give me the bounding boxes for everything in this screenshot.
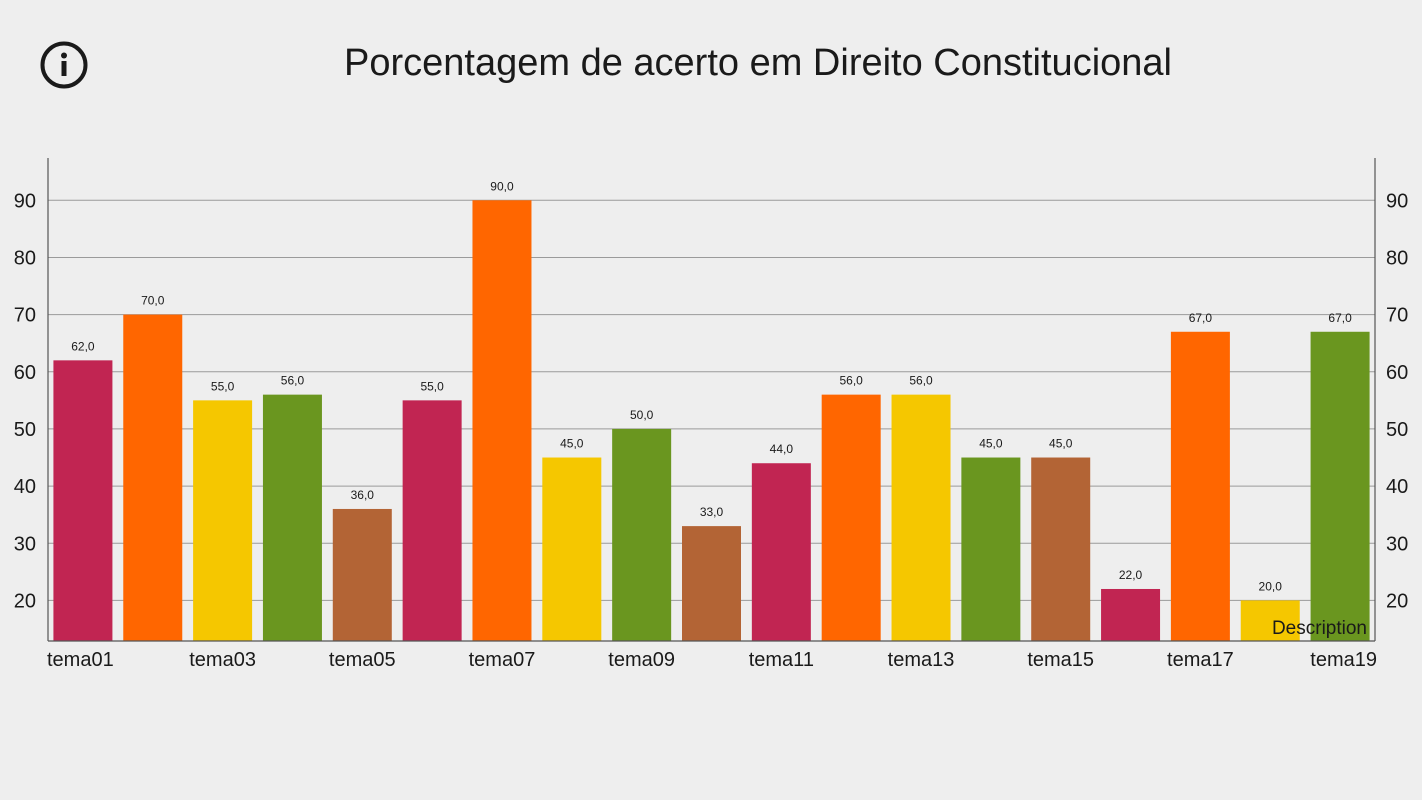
labels: 20 20 30 30 40 40 50 50 60 60 70 70 80 80 90 90 62,0 70,0… <box>14 179 1409 671</box>
value-label-tema04: 56,0 <box>281 374 305 388</box>
bar-tema13 <box>891 394 951 641</box>
bar-tema03 <box>193 400 253 641</box>
y-tick-label-left: 70 <box>14 305 36 327</box>
value-label-tema10: 33,0 <box>700 505 724 519</box>
bar-tema18 <box>1240 600 1300 641</box>
y-tick-label-right: 20 <box>1386 590 1408 612</box>
y-tick-label-right: 40 <box>1386 476 1408 498</box>
value-label-tema06: 55,0 <box>420 379 444 393</box>
y-tick-label-left: 40 <box>14 476 36 498</box>
value-label-tema17: 67,0 <box>1189 311 1213 325</box>
bar-tema11 <box>751 463 811 641</box>
y-tick-label-right: 50 <box>1386 419 1408 441</box>
bar-tema09 <box>612 428 672 641</box>
bar-tema05 <box>332 508 392 641</box>
bars <box>53 200 1370 641</box>
y-tick-label-right: 80 <box>1386 247 1408 269</box>
bar-tema19 <box>1310 331 1370 641</box>
bar-tema01 <box>53 360 113 641</box>
chart-title: Porcentagem de acerto em Direito Constit… <box>344 42 1172 84</box>
value-label-tema11: 44,0 <box>770 442 794 456</box>
value-label-tema12: 56,0 <box>840 374 864 388</box>
x-tick-label-tema15: tema15 <box>1027 649 1094 671</box>
bar-tema08 <box>542 457 602 641</box>
y-tick-label-left: 20 <box>14 590 36 612</box>
x-tick-label-tema13: tema13 <box>888 649 955 671</box>
y-tick-label-left: 50 <box>14 419 36 441</box>
bar-tema07 <box>472 200 532 641</box>
y-tick-label-right: 60 <box>1386 362 1408 384</box>
bar-tema02 <box>123 314 183 641</box>
value-label-tema19: 67,0 <box>1328 311 1352 325</box>
y-tick-label-left: 80 <box>14 247 36 269</box>
axes <box>47 158 1376 642</box>
y-tick-label-right: 90 <box>1386 190 1408 212</box>
bar-tema16 <box>1101 588 1161 641</box>
bar-tema15 <box>1031 457 1091 641</box>
y-tick-label-left: 30 <box>14 533 36 555</box>
bar-tema17 <box>1170 331 1230 641</box>
x-tick-label-tema07: tema07 <box>469 649 536 671</box>
value-label-tema18: 20,0 <box>1259 579 1283 593</box>
x-tick-label-tema05: tema05 <box>329 649 396 671</box>
x-tick-label-tema11: tema11 <box>749 649 814 671</box>
info-circle-icon <box>40 41 88 89</box>
value-label-tema02: 70,0 <box>141 294 165 308</box>
value-label-tema08: 45,0 <box>560 437 584 451</box>
x-tick-label-tema09: tema09 <box>608 649 675 671</box>
y-tick-label-right: 70 <box>1386 305 1408 327</box>
x-tick-label-tema01: tema01 <box>47 649 114 671</box>
value-label-tema16: 22,0 <box>1119 568 1143 582</box>
value-label-tema03: 55,0 <box>211 379 235 393</box>
bar-tema04 <box>262 394 322 641</box>
x-tick-label-tema19: tema19 <box>1310 649 1377 671</box>
info-button[interactable] <box>38 39 90 91</box>
y-tick-label-left: 90 <box>14 190 36 212</box>
bar-tema10 <box>682 526 741 641</box>
value-label-tema13: 56,0 <box>909 374 933 388</box>
bar-tema14 <box>961 457 1021 641</box>
chart-description: Description <box>1272 618 1367 639</box>
y-tick-label-right: 30 <box>1386 533 1408 555</box>
value-label-tema01: 62,0 <box>71 339 95 353</box>
bar-tema12 <box>821 394 881 641</box>
bar-tema06 <box>402 400 462 641</box>
value-label-tema09: 50,0 <box>630 408 654 422</box>
y-tick-label-left: 60 <box>14 362 36 384</box>
x-tick-label-tema17: tema17 <box>1167 649 1234 671</box>
value-label-tema14: 45,0 <box>979 437 1003 451</box>
value-label-tema07: 90,0 <box>490 179 514 193</box>
value-label-tema15: 45,0 <box>1049 437 1073 451</box>
x-tick-label-tema03: tema03 <box>189 649 256 671</box>
value-label-tema05: 36,0 <box>351 488 375 502</box>
